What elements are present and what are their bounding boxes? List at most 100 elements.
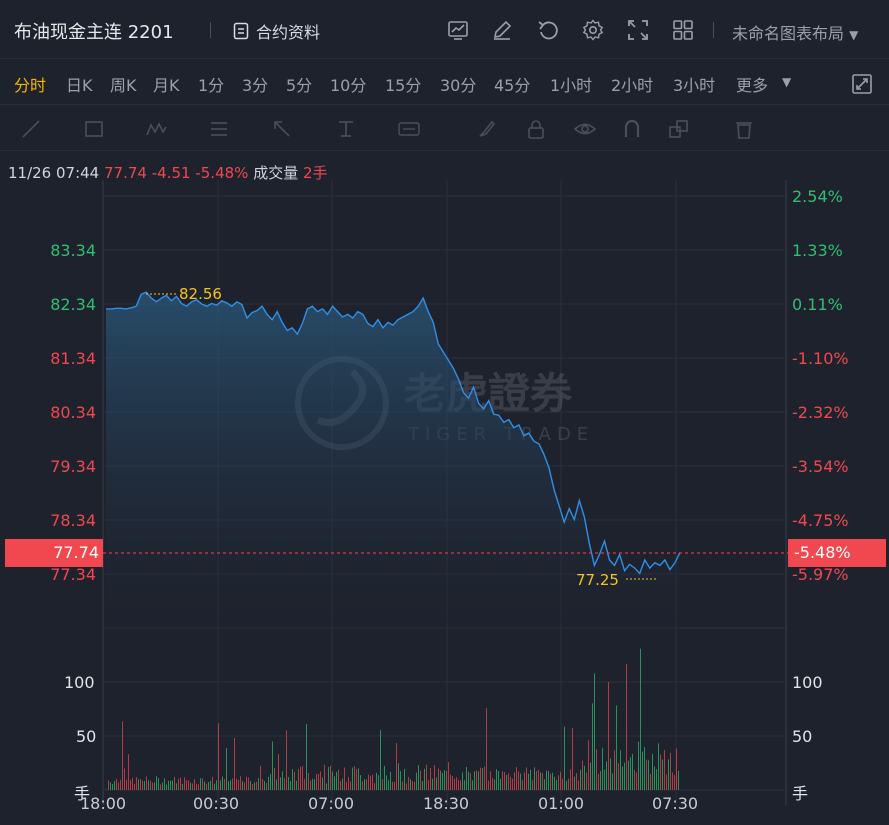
eye-icon[interactable] (574, 118, 596, 140)
rectangle-tool-icon[interactable] (83, 118, 105, 140)
volume-bar (506, 774, 507, 790)
timeframe-tab[interactable]: 30分 (440, 76, 477, 95)
timeframe-tab[interactable]: 2小时 (611, 76, 654, 95)
settings-gear-icon[interactable] (581, 18, 605, 42)
fib-tool-icon[interactable] (208, 118, 230, 140)
volume-bar (494, 779, 495, 790)
volume-bar (380, 730, 381, 790)
text-tool-icon[interactable] (398, 118, 420, 140)
volume-bar (610, 758, 611, 790)
undo-icon[interactable] (536, 18, 560, 42)
volume-bar (202, 778, 203, 790)
grid-layout-icon[interactable] (671, 18, 695, 42)
volume-bar (644, 747, 645, 790)
chart-indicator-icon[interactable] (446, 18, 470, 42)
volume-bar (662, 759, 663, 790)
volume-bar (504, 772, 505, 790)
volume-bar (174, 776, 175, 790)
timeframe-tab[interactable]: 1小时 (550, 76, 593, 95)
volume-bar (502, 771, 503, 790)
trash-icon[interactable] (733, 118, 755, 140)
volume-bar (608, 681, 609, 790)
volume-bar (136, 777, 137, 790)
timeframe-tab[interactable]: 1分 (198, 76, 225, 95)
volume-bar (326, 783, 327, 790)
volume-bar (252, 783, 253, 790)
fullscreen-icon[interactable] (626, 18, 650, 42)
contract-info-button[interactable]: 合约资料 (232, 19, 320, 43)
volume-bar (496, 769, 497, 790)
watermark-text: 老虎證券 (404, 369, 573, 418)
volume-bar (546, 770, 547, 790)
volume-bar (526, 767, 527, 790)
pattern-tool-icon[interactable] (145, 118, 167, 140)
volume-bar (588, 740, 589, 790)
quote-datetime: 11/26 07:44 (8, 164, 100, 182)
timeframe-tab[interactable]: 月K (153, 76, 180, 95)
volume-bar (296, 780, 297, 790)
divider (0, 104, 889, 105)
timeframe-tab[interactable]: 5分 (286, 76, 313, 95)
layers-icon[interactable] (668, 118, 690, 140)
arrow-tool-icon[interactable] (271, 118, 293, 140)
timeframe-tab[interactable]: 分时 (14, 76, 47, 95)
volume-bar (518, 771, 519, 790)
volume-bar (390, 772, 391, 790)
volume-bar (672, 772, 673, 790)
volume-bar (282, 771, 283, 790)
price-tick: 79.34 (50, 457, 96, 476)
volume-label: 成交量 (253, 164, 299, 182)
timeframe-tab[interactable]: 日K (66, 76, 93, 95)
timeframe-tab[interactable]: 15分 (385, 76, 422, 95)
time-tick: 07:00 (308, 794, 355, 813)
lock-icon[interactable] (525, 118, 547, 140)
volume-bar (500, 778, 501, 790)
volume-bar (646, 759, 647, 790)
volume-bar (628, 760, 629, 790)
volume-bar (242, 781, 243, 790)
volume-bar (556, 779, 557, 790)
volume-bar (200, 778, 201, 790)
tiger-logo-watermark: 老虎證券 TIGER TRADE (295, 356, 588, 450)
low-marker-label: 77.25 (576, 571, 619, 589)
price-line (106, 291, 681, 575)
volume-bar (396, 743, 397, 790)
quote-change-pct: -5.48% (195, 164, 249, 182)
volume-bar (436, 777, 437, 790)
volume-bar (162, 782, 163, 790)
timeframe-tab[interactable]: 3分 (242, 76, 269, 95)
volume-bar (362, 781, 363, 790)
timeframe-tab[interactable]: 3小时 (673, 76, 716, 95)
volume-bar (578, 780, 579, 790)
volume-bar (566, 780, 567, 790)
volume-bar (614, 750, 615, 790)
expand-icon[interactable] (850, 72, 874, 96)
edit-icon[interactable] (490, 18, 514, 42)
measure-tool-icon[interactable] (335, 118, 357, 140)
volume-bar (308, 773, 309, 790)
line-tool-icon[interactable]: ▾ (20, 118, 42, 140)
volume-bar (258, 778, 259, 790)
volume-bar (110, 782, 111, 790)
brush-icon[interactable] (476, 118, 498, 140)
volume-tick: 100 (792, 673, 823, 692)
volume-bar (384, 765, 385, 790)
volume-bar (148, 780, 149, 790)
layout-selector[interactable]: 未命名图表布局 ▼ (732, 20, 858, 44)
volume-bar (368, 774, 369, 790)
volume-bar (550, 773, 551, 790)
price-tick: 78.34 (50, 511, 96, 530)
instrument-title[interactable]: 布油现金主连 2201 (14, 22, 174, 43)
timeframe-tab[interactable]: 45分 (494, 76, 531, 95)
volume-bar (196, 783, 197, 790)
volume-bar (260, 766, 261, 790)
volume-bar (302, 766, 303, 790)
timeframe-tab[interactable]: 10分 (330, 76, 367, 95)
volume-bar (350, 781, 351, 790)
timeframe-tab[interactable]: 周K (110, 76, 137, 95)
volume-bar (212, 776, 213, 790)
timeframe-tab[interactable]: 更多 (736, 76, 769, 95)
volume-bar (218, 723, 219, 790)
volume-bar (172, 780, 173, 790)
magnet-icon[interactable] (621, 118, 643, 140)
